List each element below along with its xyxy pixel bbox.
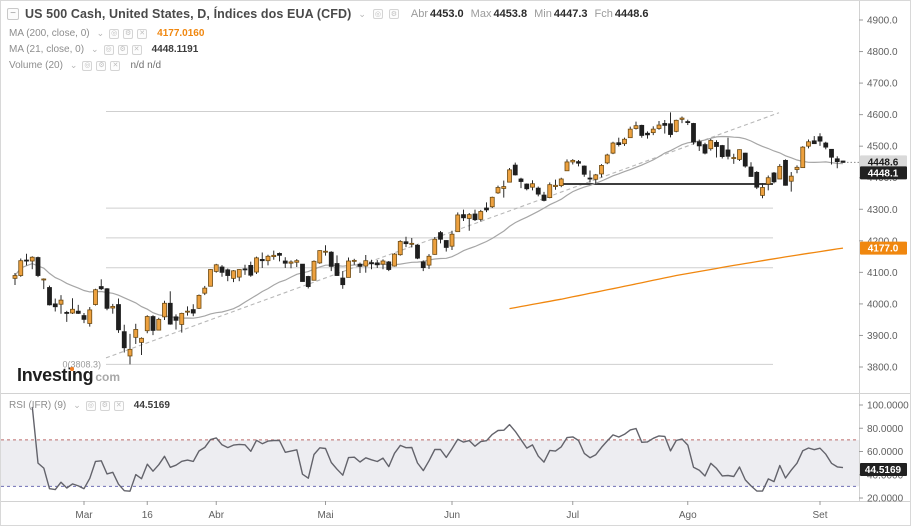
- chevron-down-icon[interactable]: ⌄: [91, 44, 99, 54]
- legend-row-rsi: RSI (IFR) (9) ⌄ ◎ ⚙ ✕ 44.5169: [9, 400, 170, 411]
- rsi-band: [1, 439, 859, 487]
- rsi-pane[interactable]: [1, 406, 859, 492]
- ma21-price-badge: 4448.1: [860, 166, 907, 180]
- close-value: 4448.6: [614, 8, 649, 20]
- chevron-down-icon[interactable]: ⌄: [69, 60, 78, 70]
- time-axis-label: Ago: [679, 510, 697, 521]
- candlestick-series[interactable]: [12, 112, 846, 365]
- svg-text:100.0000: 100.0000: [867, 401, 909, 412]
- low-value: 4447.3: [553, 8, 588, 20]
- svg-text:4600.0: 4600.0: [867, 110, 898, 121]
- legend-row-ma21: MA (21, close, 0) ⌄ ◎ ⚙ ✕ 4448.1191: [9, 44, 198, 55]
- legend-row-ma200: MA (200, close, 0) ⌄ ◎ ⚙ ✕ 4177.0160: [9, 28, 204, 39]
- close-icon[interactable]: ✕: [110, 60, 121, 71]
- ma21-label: MA (21, close, 0): [9, 44, 85, 55]
- last-price-badge: 4448.6: [860, 155, 907, 169]
- time-axis-label: Mai: [317, 510, 333, 521]
- collapse-legend-icon[interactable]: −: [7, 8, 19, 20]
- time-axis-label: 16: [142, 510, 154, 521]
- rsi-value: 44.5169: [133, 400, 170, 411]
- fib-level-label: 0(3808.3): [62, 359, 101, 369]
- ma200-label: MA (200, close, 0): [9, 28, 90, 39]
- svg-text:4448.1: 4448.1: [868, 168, 899, 179]
- eye-icon[interactable]: ◎: [85, 400, 96, 411]
- ma21-value: 4448.1191: [151, 44, 199, 55]
- volume-value: n/d n/d: [130, 60, 162, 71]
- svg-text:4448.6: 4448.6: [868, 157, 899, 168]
- time-axis[interactable]: Mar 16 Abr Mai Jun Jul Ago Set: [75, 501, 828, 521]
- eye-icon[interactable]: ◎: [82, 60, 93, 71]
- eye-icon[interactable]: ◎: [103, 44, 114, 55]
- svg-text:3900.0: 3900.0: [867, 331, 898, 342]
- close-label: Fch: [594, 8, 613, 20]
- logo-orange-dot: [70, 367, 74, 371]
- high-label: Max: [470, 8, 492, 20]
- chevron-down-icon[interactable]: ⌄: [358, 8, 366, 19]
- legend-row-volume: Volume (20) ⌄ ◎ ⚙ ✕ n/d n/d: [9, 60, 161, 71]
- low-label: Min: [534, 8, 552, 20]
- gear-icon[interactable]: ⚙: [388, 9, 399, 19]
- svg-text:20.0000: 20.0000: [867, 494, 904, 505]
- gear-icon[interactable]: ⚙: [96, 60, 107, 71]
- svg-text:4900.0: 4900.0: [867, 16, 898, 27]
- investing-logo-tld: com: [95, 370, 121, 384]
- time-axis-label: Abr: [208, 510, 224, 521]
- ma200-price-badge: 4177.0: [860, 241, 907, 255]
- chart-title: US 500 Cash, United States, D, Índices d…: [25, 7, 352, 21]
- high-value: 4453.8: [493, 8, 528, 20]
- time-axis-label: Set: [812, 510, 827, 521]
- rsi-label: RSI (IFR) (9): [9, 400, 67, 411]
- close-icon[interactable]: ✕: [137, 28, 148, 39]
- svg-text:4300.0: 4300.0: [867, 205, 898, 216]
- svg-text:3800.0: 3800.0: [867, 363, 898, 374]
- time-axis-label: Jun: [444, 510, 460, 521]
- gear-icon[interactable]: ⚙: [123, 28, 134, 39]
- rsi-line: [31, 406, 844, 492]
- svg-text:80.0000: 80.0000: [867, 424, 904, 435]
- svg-text:44.5169: 44.5169: [865, 465, 902, 476]
- gear-icon[interactable]: ⚙: [99, 400, 110, 411]
- svg-text:4800.0: 4800.0: [867, 47, 898, 58]
- investing-logo-text: Investing: [17, 365, 94, 385]
- open-label: Abr: [410, 8, 429, 20]
- svg-text:60.0000: 60.0000: [867, 447, 904, 458]
- investing-logo[interactable]: Investing com: [17, 365, 120, 386]
- open-value: 4453.0: [430, 8, 464, 20]
- ma21-line[interactable]: [14, 135, 844, 319]
- chevron-down-icon[interactable]: ⌄: [73, 400, 81, 410]
- ohlc-readout: Abr 4453.0 Max 4453.8 Min 4447.3 Fch 4448.6: [411, 8, 649, 20]
- rsi-axis[interactable]: 100.000080.000060.000040.000020.000044.5…: [859, 401, 909, 505]
- gear-icon[interactable]: ⚙: [117, 44, 128, 55]
- eye-icon[interactable]: ◎: [372, 9, 383, 19]
- eye-icon[interactable]: ◎: [109, 28, 120, 39]
- close-icon[interactable]: ✕: [113, 400, 124, 411]
- svg-text:4700.0: 4700.0: [867, 79, 898, 90]
- ma200-line[interactable]: [509, 247, 844, 310]
- time-axis-label: Jul: [566, 510, 579, 521]
- pane-borders: [1, 1, 910, 502]
- price-axis[interactable]: 3800.03900.04000.04100.04200.04300.04400…: [859, 16, 907, 374]
- ma200-value: 4177.0160: [157, 28, 205, 39]
- svg-text:4177.0: 4177.0: [868, 244, 899, 255]
- rsi-value-badge: 44.5169: [860, 462, 907, 476]
- fibonacci-levels[interactable]: 0(3808.3): [62, 110, 773, 369]
- svg-text:4100.0: 4100.0: [867, 268, 898, 279]
- close-icon[interactable]: ✕: [131, 44, 142, 55]
- chevron-down-icon[interactable]: ⌄: [96, 28, 105, 38]
- chart-header: − US 500 Cash, United States, D, Índices…: [7, 7, 649, 21]
- svg-text:4000.0: 4000.0: [867, 299, 898, 310]
- time-axis-label: Mar: [75, 510, 93, 521]
- volume-label: Volume (20): [9, 60, 63, 71]
- svg-text:4500.0: 4500.0: [867, 142, 898, 153]
